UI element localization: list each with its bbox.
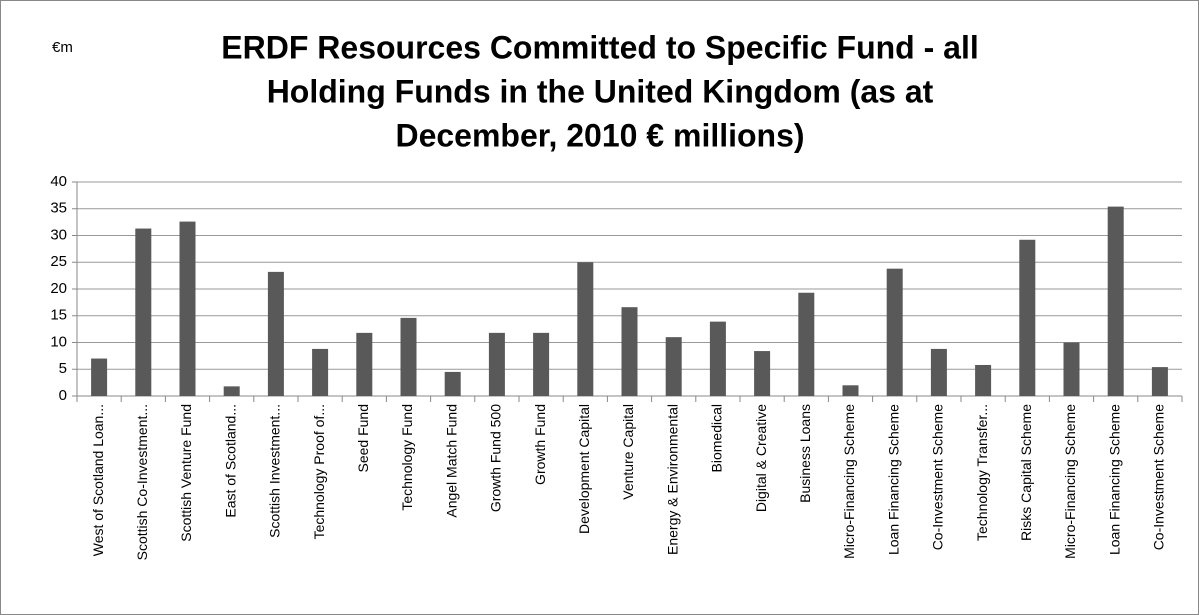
x-tick-label: Technology Transfer... bbox=[974, 404, 990, 541]
bar bbox=[621, 307, 638, 396]
bar bbox=[356, 332, 373, 396]
x-tick-label: Scottish Investment... bbox=[267, 404, 283, 538]
bar bbox=[267, 271, 284, 396]
x-tick-label: Development Capital bbox=[576, 404, 592, 534]
bar bbox=[488, 332, 505, 396]
bar bbox=[665, 337, 682, 396]
chart-title: Holding Funds in the United Kingdom (as … bbox=[267, 73, 934, 109]
y-tick-label: 40 bbox=[50, 173, 67, 190]
x-tick-label: Business Loans bbox=[797, 404, 813, 503]
y-tick-label: 25 bbox=[50, 253, 67, 270]
bar bbox=[577, 262, 594, 396]
bar bbox=[91, 358, 108, 396]
bar bbox=[709, 321, 726, 396]
x-tick-label: Scottish Venture Fund bbox=[178, 404, 194, 542]
bar bbox=[886, 268, 903, 396]
bar bbox=[223, 386, 240, 396]
x-tick-label: Co-Investment Scheme bbox=[1151, 404, 1167, 550]
bar bbox=[842, 385, 859, 396]
bar bbox=[135, 228, 152, 396]
x-tick-label: Venture Capital bbox=[620, 404, 636, 500]
bar bbox=[930, 348, 947, 396]
x-tick-label: Growth Fund 500 bbox=[488, 404, 504, 512]
bar bbox=[533, 332, 550, 396]
x-tick-label: Loan Financing Scheme bbox=[1106, 404, 1122, 555]
x-tick-label: Energy & Environmental bbox=[664, 404, 680, 555]
bar bbox=[975, 364, 992, 396]
x-tick-label: Biomedical bbox=[709, 404, 725, 472]
chart-title: ERDF Resources Committed to Specific Fun… bbox=[221, 29, 978, 65]
bar bbox=[1019, 239, 1036, 396]
x-tick-label: Co-Investment Scheme bbox=[930, 404, 946, 550]
bar bbox=[1151, 367, 1168, 396]
x-tick-label: Scottish Co-Investment... bbox=[134, 404, 150, 560]
x-tick-label: Risks Capital Scheme bbox=[1018, 404, 1034, 541]
bar bbox=[400, 317, 417, 396]
x-tick-label: Technology Fund bbox=[399, 404, 415, 511]
x-tick-label: East of Scotland... bbox=[222, 404, 238, 518]
y-tick-label: 0 bbox=[59, 387, 67, 404]
x-tick-label: West of Scotland Loan... bbox=[90, 404, 106, 556]
x-tick-label: Micro-Financing Scheme bbox=[1062, 404, 1078, 559]
bar bbox=[444, 371, 461, 396]
bar bbox=[798, 292, 815, 396]
bar bbox=[1107, 206, 1124, 396]
x-tick-label: Technology Proof of... bbox=[311, 404, 327, 539]
x-tick-label: Growth Fund bbox=[532, 404, 548, 485]
y-tick-label: 10 bbox=[50, 333, 67, 350]
bar bbox=[312, 348, 329, 396]
x-tick-label: Loan Financing Scheme bbox=[885, 404, 901, 555]
y-unit-label: €m bbox=[52, 39, 73, 56]
x-tick-label: Angel Match Fund bbox=[443, 404, 459, 518]
x-tick-label: Digital & Creative bbox=[753, 404, 769, 512]
chart-title: December, 2010 € millions) bbox=[395, 117, 804, 153]
y-tick-label: 5 bbox=[59, 360, 67, 377]
bar bbox=[1063, 342, 1080, 396]
bar bbox=[179, 221, 196, 396]
y-tick-label: 35 bbox=[50, 200, 67, 217]
y-tick-label: 15 bbox=[50, 307, 67, 324]
y-tick-label: 30 bbox=[50, 226, 67, 243]
bar bbox=[754, 351, 771, 396]
x-tick-label: Seed Fund bbox=[355, 404, 371, 473]
x-tick-label: Micro-Financing Scheme bbox=[841, 404, 857, 559]
y-tick-label: 20 bbox=[50, 280, 67, 297]
